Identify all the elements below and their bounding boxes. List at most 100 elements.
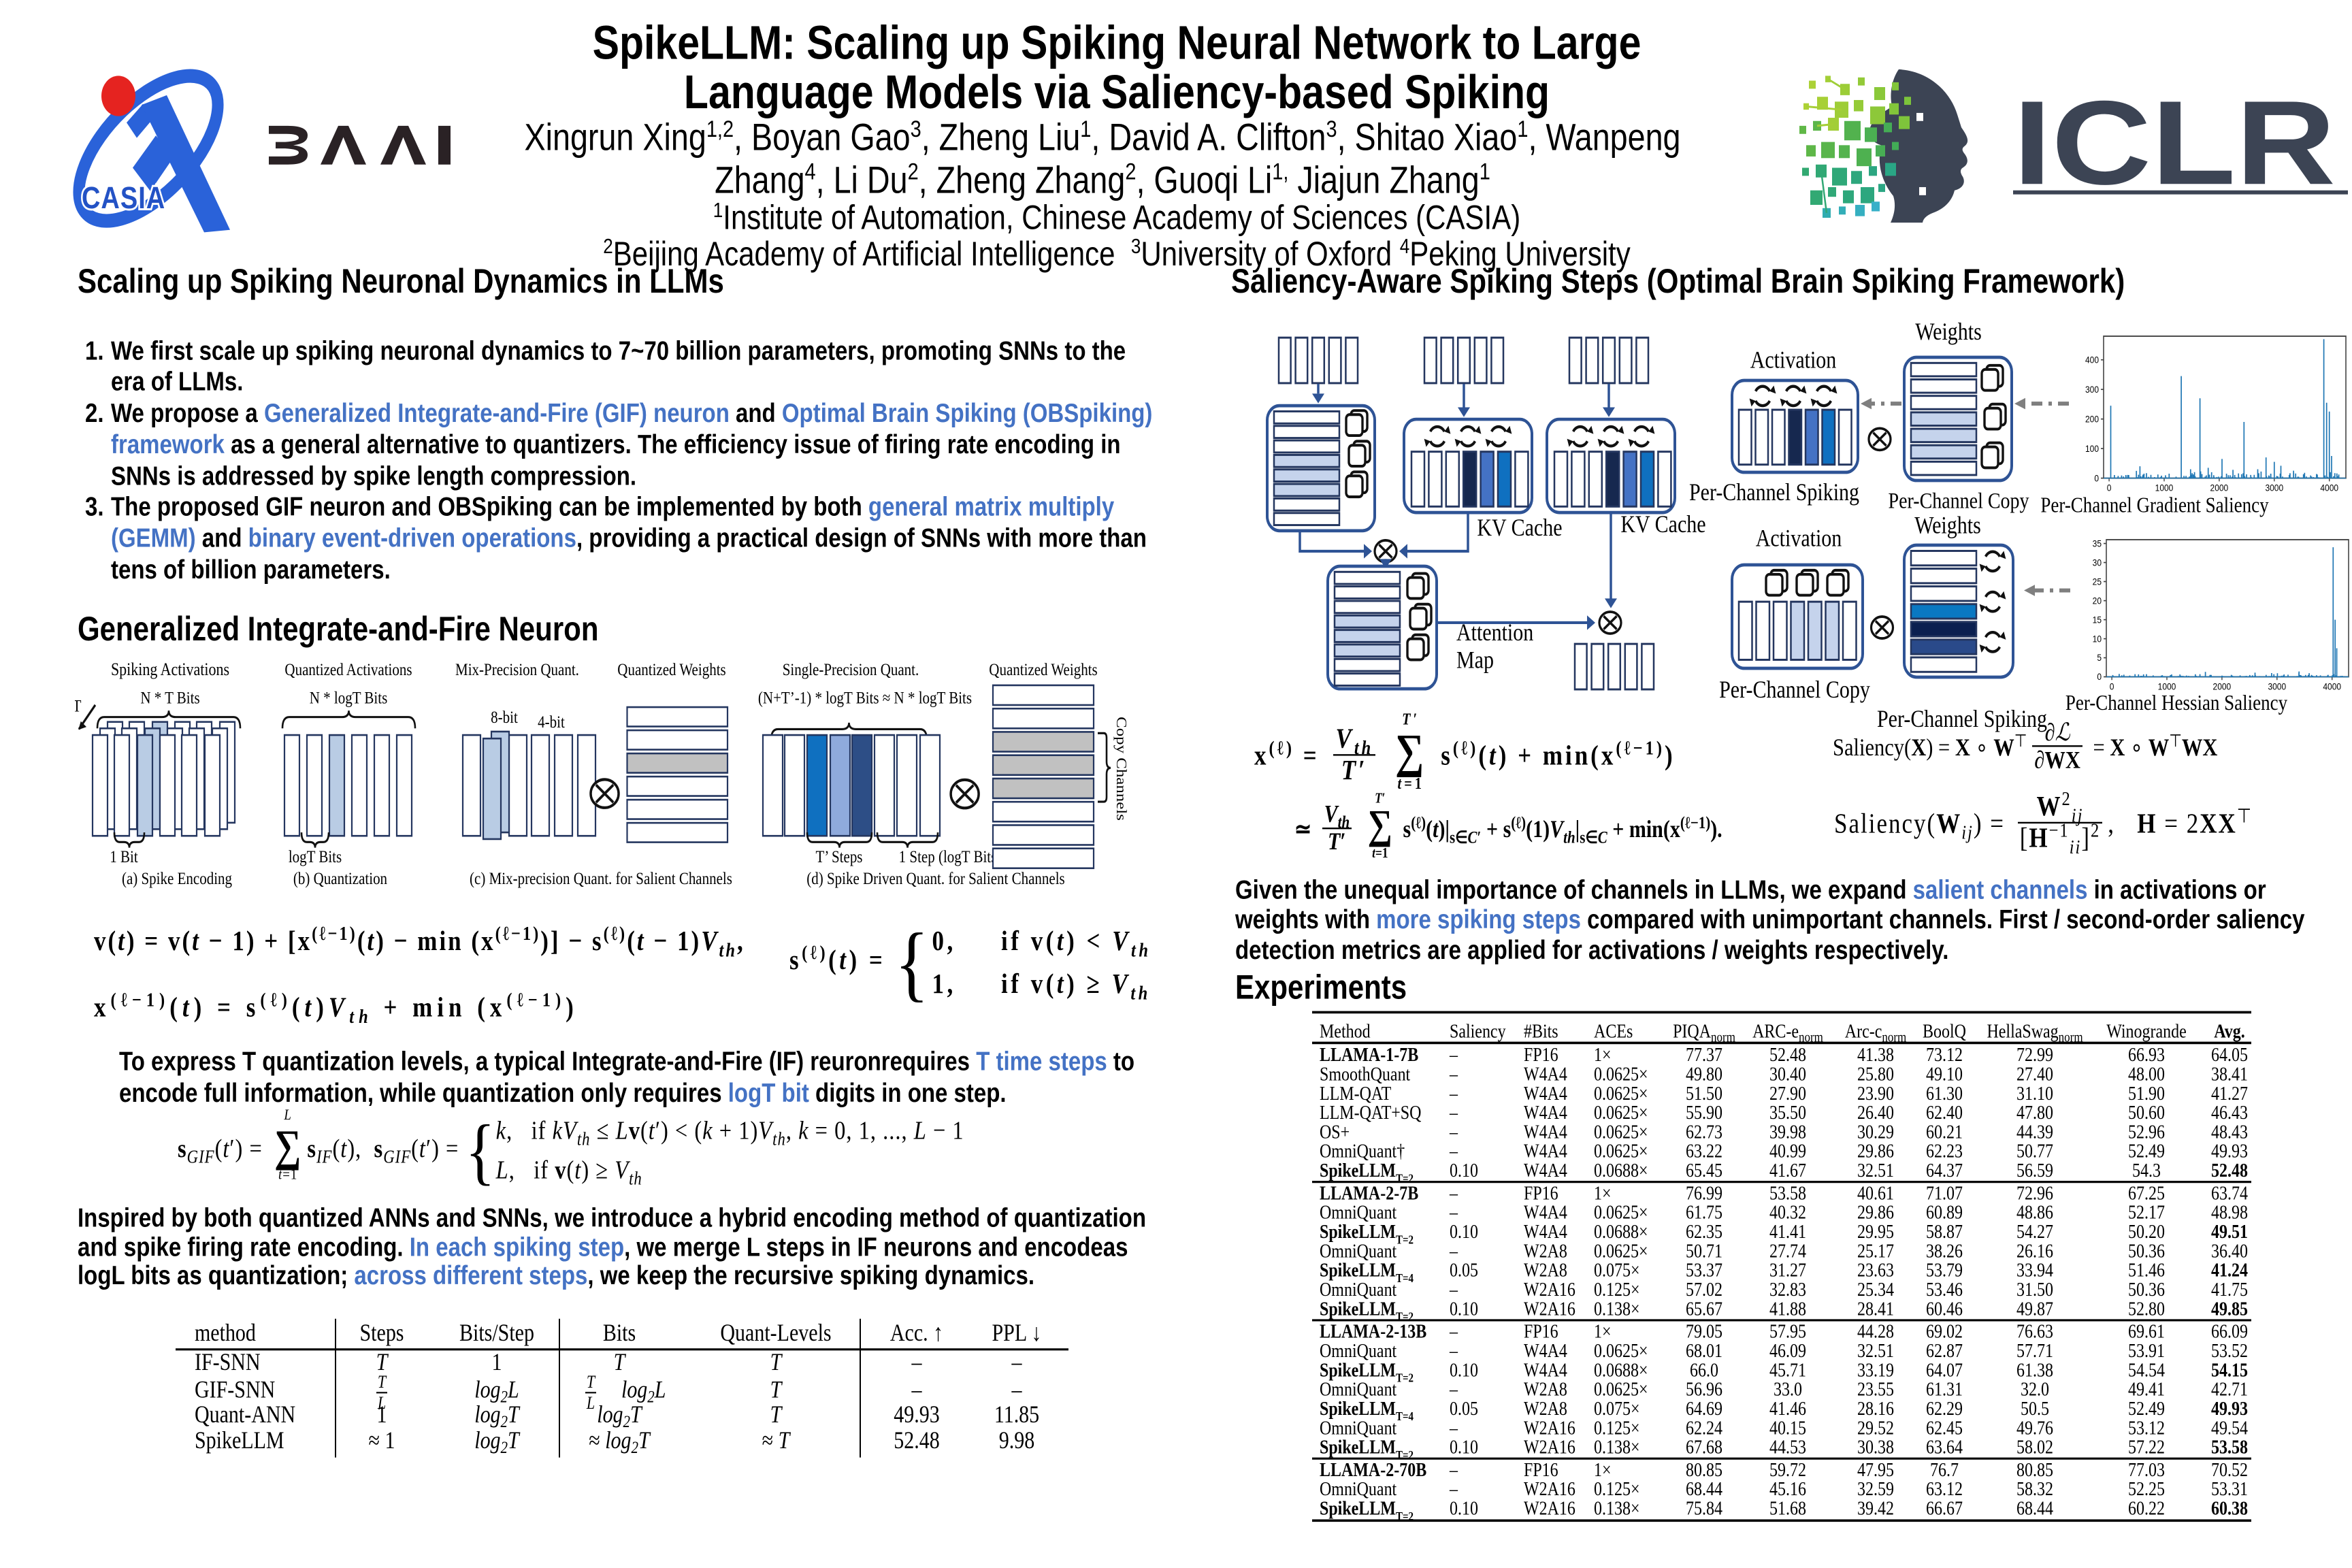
svg-text:Per-Channel Hessian Saliency: Per-Channel Hessian Saliency	[2065, 691, 2287, 715]
svg-text:0.0625×: 0.0625×	[1594, 1202, 1648, 1223]
svg-text:67.25: 67.25	[2128, 1183, 2165, 1204]
svg-text:41.27: 41.27	[2211, 1083, 2248, 1104]
svg-text:61.75: 61.75	[1686, 1202, 1722, 1223]
svg-text:48.43: 48.43	[2211, 1122, 2248, 1143]
svg-text:27.74: 27.74	[1769, 1240, 1806, 1261]
svg-text:62.45: 62.45	[1926, 1417, 1963, 1438]
svg-text:Winogrande: Winogrande	[2106, 1021, 2187, 1042]
svg-text:31.10: 31.10	[2016, 1083, 2053, 1104]
svg-text:–: –	[1449, 1417, 1458, 1438]
svg-text:0.0625×: 0.0625×	[1594, 1240, 1648, 1261]
svg-text:0.10: 0.10	[1450, 1437, 1478, 1458]
svg-text:1: 1	[492, 1350, 502, 1376]
svg-text:28.16: 28.16	[1857, 1398, 1894, 1419]
svg-text:200: 200	[2085, 413, 2099, 424]
svg-text:W2A16: W2A16	[1524, 1437, 1575, 1458]
svg-text:–: –	[1449, 1340, 1458, 1361]
svg-text:52.17: 52.17	[2128, 1202, 2165, 1223]
svg-text:40.99: 40.99	[1769, 1141, 1806, 1162]
svg-text:41.75: 41.75	[2211, 1279, 2248, 1300]
svg-text:62.29: 62.29	[1926, 1398, 1963, 1419]
svg-text:1 Step (logT Bits): 1 Step (logT Bits)	[899, 847, 1002, 866]
svg-text:W4A4: W4A4	[1524, 1083, 1567, 1104]
svg-text:80.85: 80.85	[1686, 1459, 1722, 1480]
svg-text:–: –	[1449, 1202, 1458, 1223]
svg-text:61.31: 61.31	[1926, 1379, 1963, 1400]
svg-text:58.32: 58.32	[2016, 1478, 2053, 1499]
svg-text:Weights: Weights	[1914, 512, 1981, 539]
svg-text:57.22: 57.22	[2128, 1437, 2165, 1458]
svg-text:OmniQuant: OmniQuant	[1320, 1202, 1397, 1223]
svg-text:68.44: 68.44	[2016, 1498, 2053, 1519]
svg-text:0.075×: 0.075×	[1594, 1260, 1639, 1281]
svg-text:Mix-Precision Quant.: Mix-Precision Quant.	[455, 659, 579, 679]
svg-text:70.52: 70.52	[2211, 1459, 2248, 1480]
svg-text:25.80: 25.80	[1857, 1064, 1894, 1085]
svg-text:Attention: Attention	[1456, 620, 1533, 647]
svg-text:L: L	[377, 1394, 386, 1413]
svg-text:4000: 4000	[2320, 483, 2338, 493]
svg-text:64.05: 64.05	[2211, 1044, 2248, 1065]
svg-text:60.21: 60.21	[1926, 1122, 1963, 1143]
svg-text:63.64: 63.64	[1926, 1437, 1963, 1458]
svg-text:62.35: 62.35	[1686, 1221, 1722, 1242]
svg-text:61.38: 61.38	[2016, 1359, 2053, 1380]
svg-text:53.79: 53.79	[1926, 1260, 1963, 1281]
svg-text:N * T Bits: N * T Bits	[140, 688, 199, 707]
svg-text:50.60: 50.60	[2128, 1102, 2165, 1123]
svg-text:71.07: 71.07	[1926, 1183, 1963, 1204]
svg-text:45.71: 45.71	[1769, 1359, 1806, 1380]
svg-text:49.51: 49.51	[2211, 1221, 2248, 1242]
svg-text:T’ Steps: T’ Steps	[816, 847, 863, 866]
svg-text:LLM-QAT+SQ: LLM-QAT+SQ	[1320, 1102, 1421, 1123]
svg-text:1×: 1×	[1594, 1044, 1612, 1065]
svg-text:–: –	[1449, 1279, 1458, 1300]
svg-text:–: –	[1449, 1044, 1458, 1065]
svg-text:0.10: 0.10	[1450, 1160, 1478, 1181]
svg-text:51.46: 51.46	[2128, 1260, 2165, 1281]
svg-text:27.90: 27.90	[1769, 1083, 1806, 1104]
svg-text:1000: 1000	[2158, 681, 2176, 691]
svg-text:Per-Channel Gradient Saliency: Per-Channel Gradient Saliency	[2040, 494, 2268, 518]
svg-text:PIQAnorm: PIQAnorm	[1673, 1021, 1735, 1045]
svg-text:T: T	[770, 1402, 783, 1428]
svg-text:–: –	[1449, 1064, 1458, 1085]
svg-text:23.63: 23.63	[1857, 1260, 1894, 1281]
svg-text:Quantized Weights: Quantized Weights	[989, 659, 1097, 679]
svg-text:–: –	[911, 1377, 922, 1403]
svg-text:23.55: 23.55	[1857, 1379, 1894, 1400]
svg-text:log2T: log2T	[474, 1402, 521, 1431]
svg-text:49.80: 49.80	[1686, 1064, 1722, 1085]
svg-text:Quantized Activations: Quantized Activations	[284, 659, 412, 679]
svg-text:2000: 2000	[2210, 483, 2229, 493]
svg-text:29.52: 29.52	[1857, 1417, 1894, 1438]
svg-text:58.02: 58.02	[2016, 1437, 2053, 1458]
svg-text:31.27: 31.27	[1769, 1260, 1806, 1281]
svg-text:W4A4: W4A4	[1524, 1202, 1567, 1223]
svg-text:53.46: 53.46	[1926, 1279, 1963, 1300]
svg-text:0.125×: 0.125×	[1594, 1417, 1639, 1438]
svg-text:T: T	[378, 1373, 387, 1392]
svg-text:76.7: 76.7	[1930, 1459, 1959, 1480]
svg-text:49.93: 49.93	[2211, 1398, 2248, 1419]
svg-text:3000: 3000	[2265, 483, 2283, 493]
svg-text:57.02: 57.02	[1686, 1279, 1722, 1300]
svg-text:0.10: 0.10	[1450, 1498, 1478, 1519]
svg-text:56.59: 56.59	[2016, 1160, 2053, 1181]
svg-text:54.27: 54.27	[2016, 1221, 2053, 1242]
svg-text:W2A8: W2A8	[1524, 1240, 1567, 1261]
svg-text:50.77: 50.77	[2016, 1141, 2053, 1162]
svg-text:W2A8: W2A8	[1524, 1398, 1567, 1419]
svg-text:0.0688×: 0.0688×	[1594, 1221, 1648, 1242]
svg-text:log2T: log2T	[474, 1428, 521, 1457]
svg-text:BoolQ: BoolQ	[1923, 1021, 1966, 1042]
svg-text:OmniQuant: OmniQuant	[1320, 1240, 1397, 1261]
svg-text:3000: 3000	[2268, 681, 2286, 691]
svg-text:53.31: 53.31	[2211, 1478, 2248, 1499]
svg-text:64.69: 64.69	[1686, 1398, 1722, 1419]
svg-text:77.03: 77.03	[2128, 1459, 2165, 1480]
svg-text:26.40: 26.40	[1857, 1102, 1894, 1123]
svg-text:Weights: Weights	[1915, 319, 1982, 346]
svg-text:method: method	[195, 1320, 256, 1347]
svg-text:–: –	[1011, 1377, 1022, 1403]
